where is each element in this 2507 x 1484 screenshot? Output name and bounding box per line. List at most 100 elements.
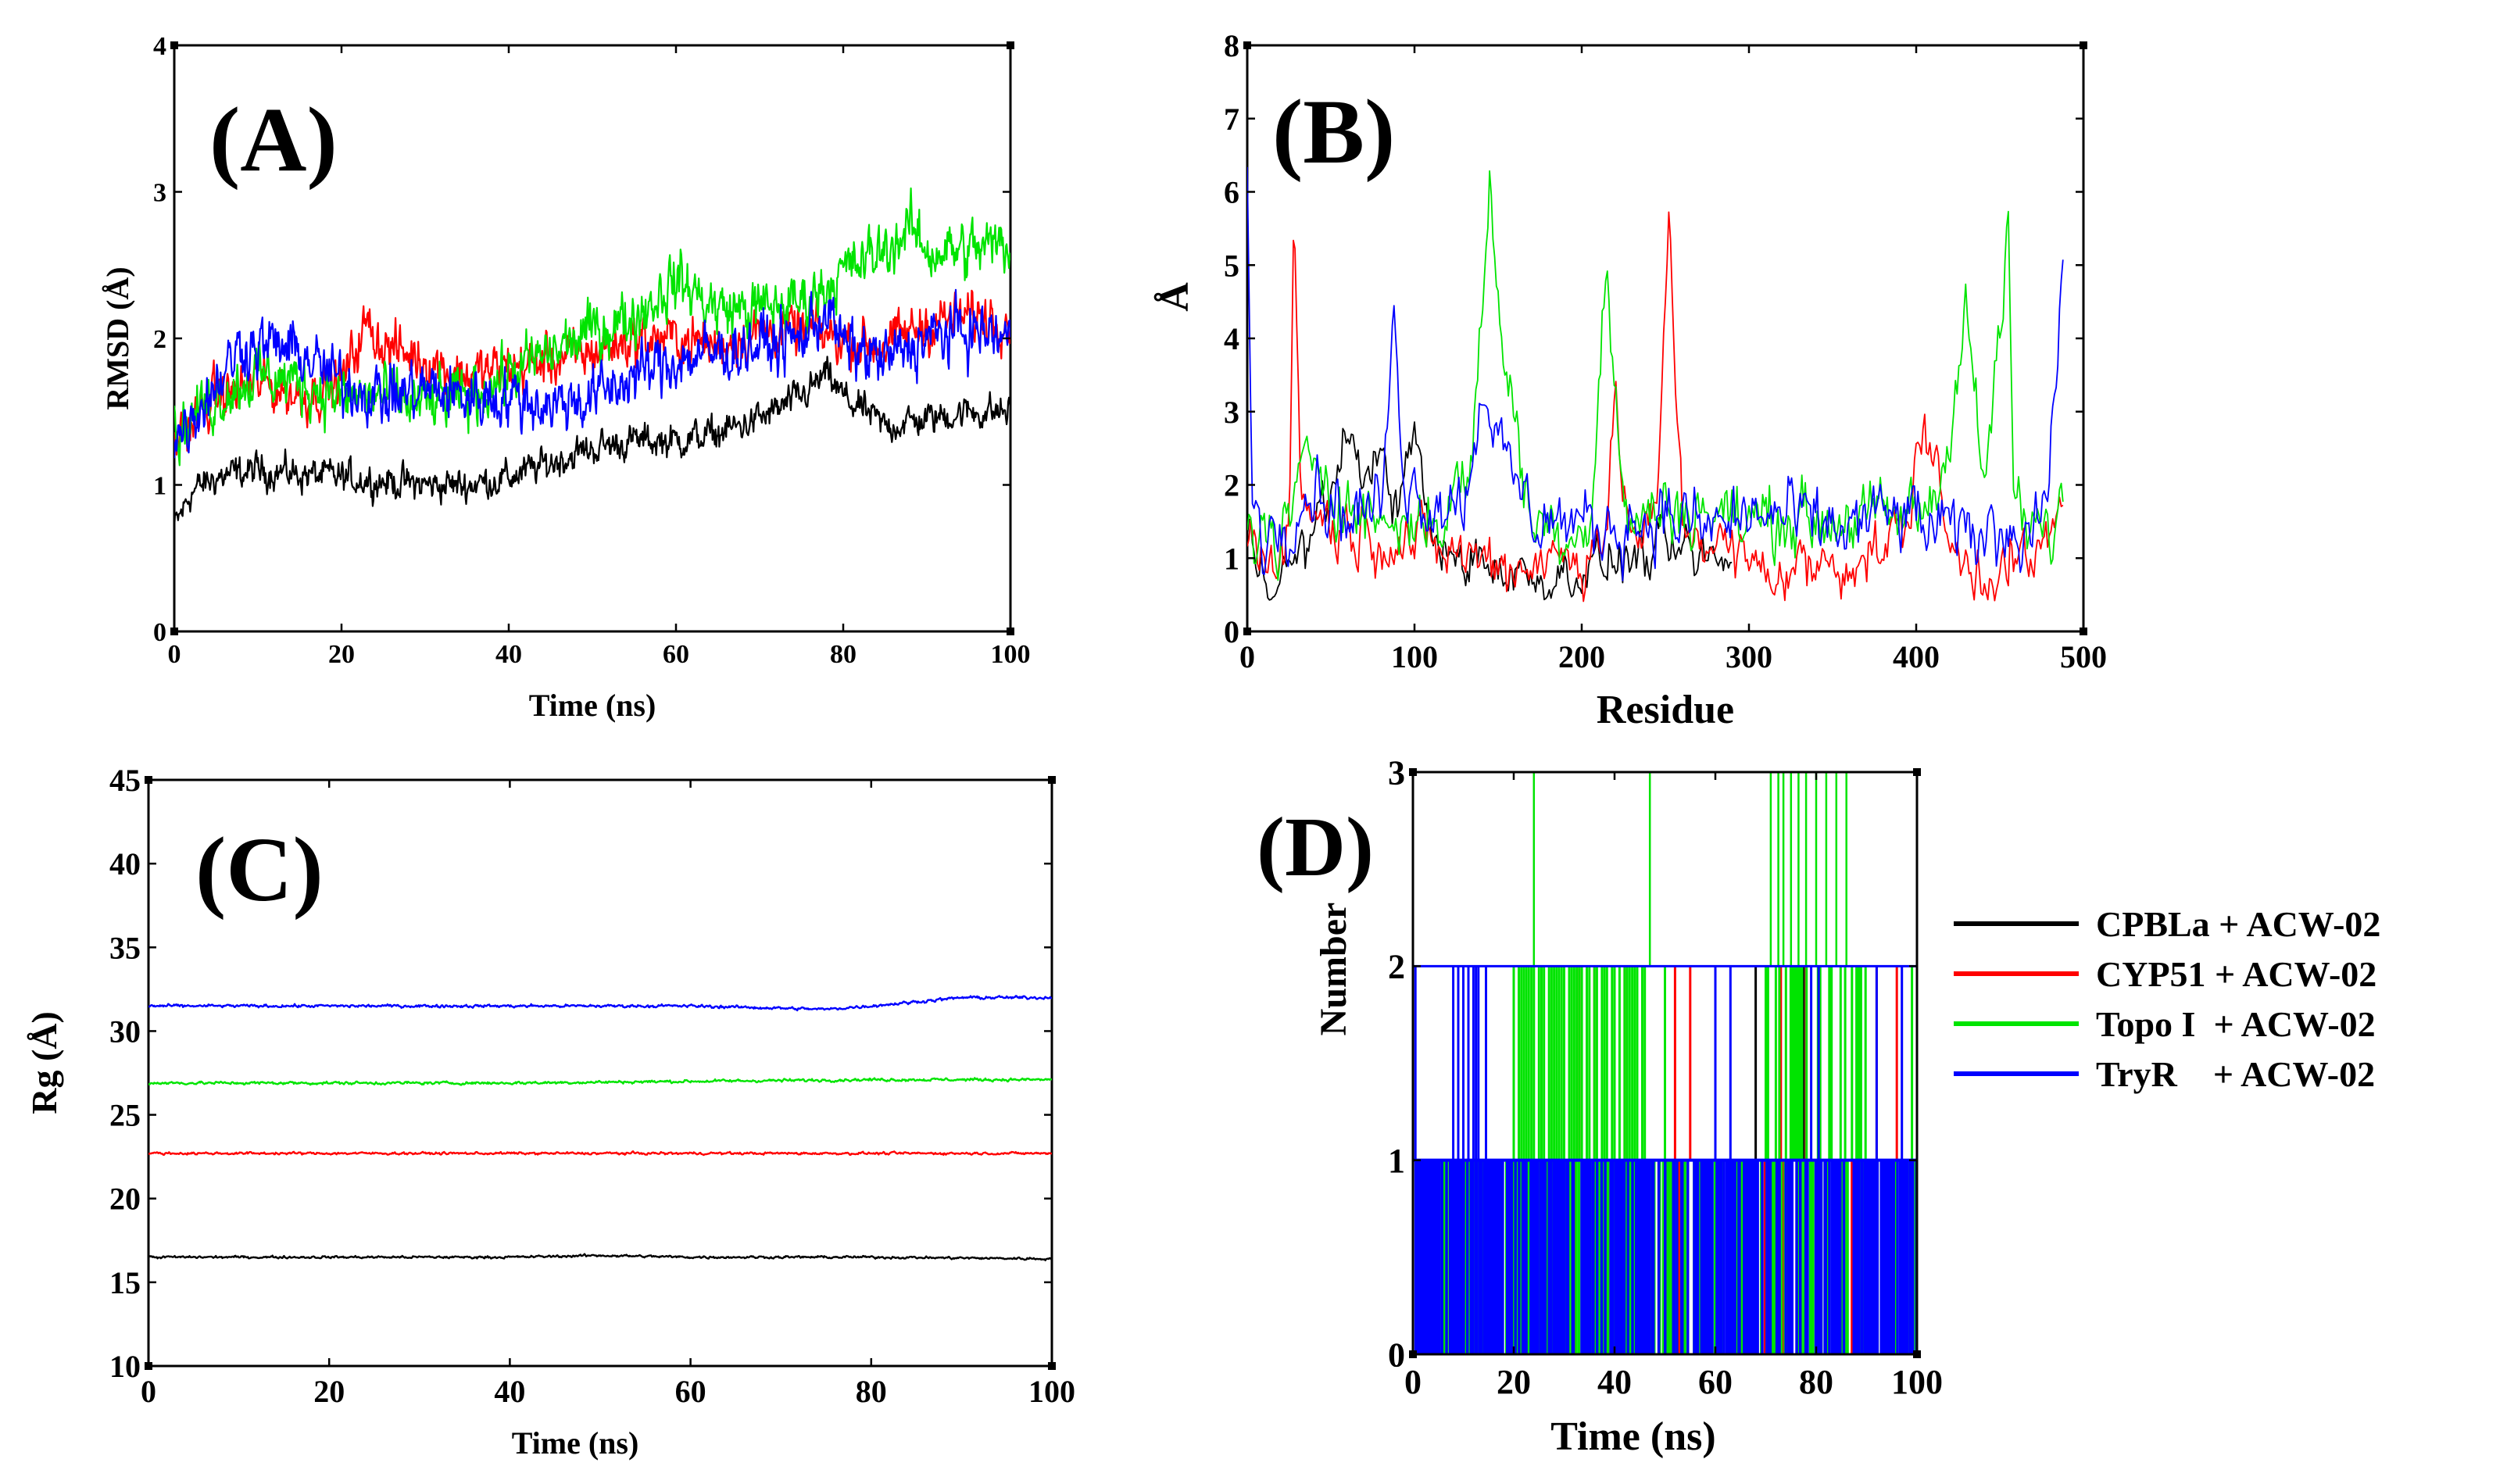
ytick-label-d-1: 1 [1388, 1142, 1405, 1180]
series-a-tryr-acw-02 [174, 288, 1010, 459]
xtick-label-a-20: 20 [328, 640, 355, 669]
xtick-label-b-100: 100 [1391, 639, 1438, 674]
xtick-label-c-40: 40 [494, 1374, 525, 1409]
corner-marker-a-1 [1007, 41, 1014, 49]
series-c-tryr-acw-02 [148, 995, 1052, 1012]
corner-marker-d-3 [1913, 1350, 1921, 1358]
panel-d-ticks: 0 20 40 60 80 100 0 1 2 3 [1388, 753, 1943, 1401]
legend-item-topo: Topo I + ACW-02 [1954, 999, 2501, 1049]
panel-a-label: (A) [209, 88, 338, 191]
series-a-cpbla-acw-02 [174, 356, 1010, 528]
panel-c-ticks: 0 20 40 60 80 100 10 15 20 25 30 35 40 45 [109, 763, 1075, 1409]
legend: CPBLa + ACW-02 CYP51 + ACW-02 Topo I + A… [1954, 899, 2501, 1099]
corner-marker-d-1 [1913, 768, 1921, 776]
xtick-label-d-40: 40 [1597, 1363, 1632, 1401]
ytick-label-a-1: 1 [153, 471, 166, 500]
legend-item-cyp51: CYP51 + ACW-02 [1954, 949, 2501, 999]
panel-d-frame [1411, 771, 1919, 1356]
panel-c-series [148, 995, 1052, 1261]
legend-item-cpbla: CPBLa + ACW-02 [1954, 899, 2501, 949]
ytick-label-b-1: 1 [1224, 541, 1239, 576]
ytick-label-c-10: 10 [109, 1349, 141, 1384]
xtick-label-c-60: 60 [675, 1374, 706, 1409]
series-b-topo-i-acw-02 [1247, 170, 2064, 581]
corner-marker-c-1 [1048, 776, 1056, 784]
panel-a: 0 20 40 60 80 100 0 1 2 3 4 (A) Time (ns) RMSD (Å) [100, 32, 1031, 723]
legend-swatch-cyp51 [1954, 971, 2079, 976]
panel-a-series [174, 187, 1010, 528]
ytick-label-c-15: 15 [109, 1265, 141, 1300]
ytick-label-b-0: 0 [1224, 614, 1239, 649]
legend-item-tryr: TryR + ACW-02 [1954, 1049, 2501, 1099]
xtick-label-a-0: 0 [168, 640, 181, 669]
xtick-label-d-0: 0 [1404, 1363, 1422, 1401]
series-c-cyp51-acw-02 [148, 1150, 1052, 1157]
ytick-label-b-7: 7 [1224, 102, 1239, 137]
xtick-label-b-300: 300 [1726, 639, 1772, 674]
xtick-label-b-200: 200 [1558, 639, 1605, 674]
ytick-label-c-35: 35 [109, 930, 141, 965]
xtick-label-a-40: 40 [495, 640, 522, 669]
corner-marker-c-2 [145, 1362, 152, 1370]
panel-d-series [1413, 772, 1917, 1354]
legend-label-cyp51: CYP51 + ACW-02 [2096, 953, 2377, 994]
panel-c-xlabel: Time (ns) [512, 1425, 639, 1461]
legend-swatch-tryr [1954, 1071, 2079, 1076]
ytick-label-a-0: 0 [153, 618, 166, 647]
xtick-label-b-0: 0 [1239, 639, 1255, 674]
xtick-label-a-60: 60 [663, 640, 689, 669]
panel-b-series [1247, 166, 2064, 603]
panel-b-label: (B) [1272, 80, 1395, 183]
corner-marker-a-2 [170, 628, 178, 635]
series-c-topo-i-acw-02 [148, 1077, 1052, 1086]
panel-d-xlabel: Time (ns) [1550, 1414, 1715, 1459]
corner-marker-d-0 [1409, 768, 1417, 776]
series-a-topo-i-acw-02 [174, 187, 1010, 467]
corner-marker-d-2 [1409, 1350, 1417, 1358]
panel-c: 0 20 40 60 80 100 10 15 20 25 30 35 40 45 (C) Time (n… [24, 763, 1075, 1461]
ytick-label-c-45: 45 [109, 763, 141, 798]
panel-a-ylabel: RMSD (Å) [100, 266, 135, 409]
xtick-label-d-60: 60 [1698, 1363, 1733, 1401]
series-b-tryr-acw-02 [1247, 166, 2064, 581]
panel-b-ylabel: Å [1153, 282, 1197, 312]
ytick-label-c-30: 30 [109, 1014, 141, 1049]
panel-a-xlabel: Time (ns) [529, 688, 656, 723]
panel-d-label: (D) [1257, 801, 1374, 894]
panel-b-ticks: 0 100 200 300 400 500 0 1 2 3 4 5 6 7 8 [1224, 28, 2107, 674]
panel-b: 0 100 200 300 400 500 0 1 2 3 4 5 6 7 8 (B) Residue Å [1153, 28, 2107, 732]
panel-a-ticks: 0 20 40 60 80 100 0 1 2 3 4 [153, 32, 1031, 669]
ytick-label-b-5: 5 [1224, 248, 1239, 283]
ytick-label-c-20: 20 [109, 1182, 141, 1217]
series-b-cyp51-acw-02 [1247, 211, 2064, 603]
panel-b-xlabel: Residue [1597, 688, 1734, 732]
ytick-label-a-2: 2 [153, 325, 166, 354]
ytick-label-a-3: 3 [153, 178, 166, 207]
corner-marker-b-0 [1243, 41, 1251, 49]
xtick-label-d-100: 100 [1891, 1363, 1943, 1401]
xtick-label-c-100: 100 [1028, 1374, 1075, 1409]
ytick-label-c-40: 40 [109, 846, 141, 881]
xtick-label-d-20: 20 [1497, 1363, 1531, 1401]
corner-marker-b-2 [1243, 628, 1251, 635]
series-d-tryr-acw-02 [1414, 966, 1917, 1354]
ytick-label-c-25: 25 [109, 1098, 141, 1133]
panel-c-frame [147, 778, 1053, 1368]
ytick-label-d-0: 0 [1388, 1336, 1405, 1374]
xtick-label-b-400: 400 [1893, 639, 1940, 674]
series-c-cpbla-acw-02 [148, 1253, 1052, 1261]
legend-label-topo: Topo I + ACW-02 [2096, 1003, 2376, 1044]
ytick-label-b-8: 8 [1224, 28, 1239, 63]
xtick-label-a-80: 80 [830, 640, 857, 669]
ytick-label-b-2: 2 [1224, 468, 1239, 503]
panel-c-label: (C) [195, 818, 324, 921]
xtick-label-a-100: 100 [991, 640, 1031, 669]
corner-marker-b-1 [2080, 41, 2087, 49]
xtick-label-d-80: 80 [1799, 1363, 1833, 1401]
corner-marker-c-0 [145, 776, 152, 784]
ytick-label-b-6: 6 [1224, 175, 1239, 210]
corner-marker-c-3 [1048, 1362, 1056, 1370]
legend-label-cpbla: CPBLa + ACW-02 [2096, 903, 2381, 944]
xtick-label-b-500: 500 [2060, 639, 2107, 674]
